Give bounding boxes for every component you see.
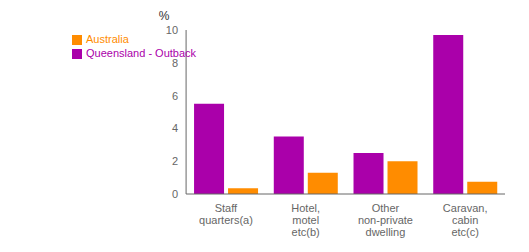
svg-text:6: 6: [172, 90, 178, 102]
svg-text:Hotel,moteletc(b): Hotel,moteletc(b): [291, 202, 320, 238]
svg-text:Othernon-privatedwelling: Othernon-privatedwelling: [358, 202, 413, 238]
svg-text:0: 0: [172, 188, 178, 200]
svg-text:8: 8: [172, 57, 178, 69]
svg-text:10: 10: [166, 24, 178, 36]
svg-text:4: 4: [172, 122, 178, 134]
html-text:Australia: Australia: [86, 33, 129, 45]
svg-text:2: 2: [172, 155, 178, 167]
svg-text:Caravan,cabinetc(c): Caravan,cabinetc(c): [443, 202, 488, 238]
svg-text:%: %: [159, 9, 170, 23]
svg-text:Staffquarters(a): Staffquarters(a): [199, 202, 253, 226]
html-text:Queensland - Outback: Queensland - Outback: [86, 47, 197, 59]
